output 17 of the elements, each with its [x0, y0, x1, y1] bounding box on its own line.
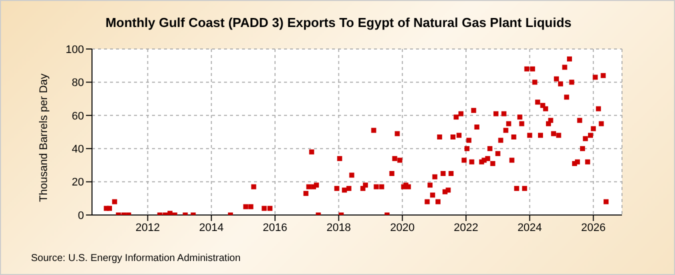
y-tick-label: 40: [72, 144, 84, 156]
x-tick-label: 2020: [390, 222, 415, 234]
y-axis-title: Thousand Barrels per Day: [38, 73, 50, 202]
x-tick-label: 2022: [454, 222, 478, 234]
x-tick-label: 2018: [326, 222, 351, 234]
x-tick-label: 2016: [262, 222, 288, 234]
x-tick-label: 2024: [517, 222, 542, 234]
y-tick-label: 0: [78, 210, 84, 222]
x-tick-label: 2026: [581, 222, 606, 234]
x-tick-label: 2012: [135, 222, 160, 234]
y-tick-label: 60: [72, 110, 84, 122]
source-note: Source: U.S. Energy Information Administration: [31, 253, 241, 264]
x-tick-label: 2014: [199, 222, 224, 234]
chart-title: Monthly Gulf Coast (PADD 3) Exports To Egypt of Natural Gas Plant Liquids: [104, 15, 573, 30]
y-tick-label: 100: [66, 44, 84, 56]
y-tick-label: 80: [72, 77, 84, 90]
y-tick-label: 20: [72, 176, 84, 189]
